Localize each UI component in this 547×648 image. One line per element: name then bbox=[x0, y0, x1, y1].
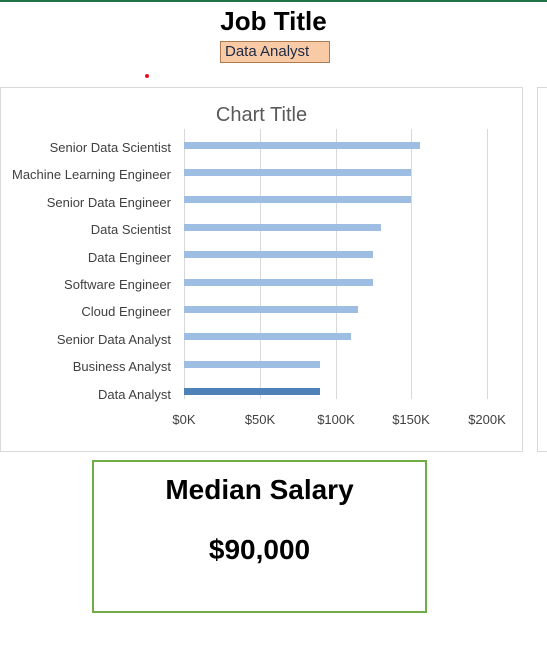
job-title-heading: Job Title bbox=[220, 6, 327, 36]
cell-marker-dot bbox=[145, 74, 149, 78]
y-category-label: Data Analyst bbox=[98, 387, 171, 402]
gridline bbox=[487, 129, 488, 399]
bar[interactable] bbox=[184, 279, 373, 286]
median-salary-label: Median Salary bbox=[165, 474, 354, 505]
bar[interactable] bbox=[184, 306, 358, 313]
median-salary-value: $90,000 bbox=[208, 534, 311, 565]
bar[interactable] bbox=[184, 196, 411, 203]
gridline bbox=[411, 129, 412, 399]
median-salary-card: Median Salary $90,000 bbox=[92, 460, 427, 613]
window-top-border bbox=[0, 0, 547, 2]
bar[interactable] bbox=[184, 251, 373, 258]
y-category-label: Senior Data Engineer bbox=[46, 195, 171, 210]
x-tick-label: $200K bbox=[468, 412, 506, 427]
adjacent-chart-edge bbox=[537, 87, 547, 452]
job-title-dropdown[interactable]: Data Analyst bbox=[220, 41, 330, 63]
bar[interactable] bbox=[184, 224, 381, 231]
y-category-label: Senior Data Analyst bbox=[56, 332, 171, 347]
gridline bbox=[184, 129, 185, 399]
gridline bbox=[336, 129, 337, 399]
bar[interactable] bbox=[184, 361, 320, 368]
y-category-label: Machine Learning Engineer bbox=[12, 167, 171, 182]
x-tick-label: $150K bbox=[392, 412, 430, 427]
y-category-label: Data Scientist bbox=[90, 222, 171, 237]
chart-title[interactable]: Chart Title bbox=[215, 104, 308, 126]
y-category-label: Data Engineer bbox=[87, 250, 171, 265]
bar[interactable] bbox=[184, 388, 320, 395]
x-tick-label: $50K bbox=[244, 412, 276, 427]
x-tick-label: $100K bbox=[317, 412, 355, 427]
y-category-label: Cloud Engineer bbox=[81, 304, 171, 319]
bar[interactable] bbox=[184, 333, 351, 340]
y-category-label: Senior Data Scientist bbox=[49, 140, 171, 155]
x-tick-label: $0K bbox=[172, 412, 196, 427]
gridline bbox=[260, 129, 261, 399]
y-category-label: Software Engineer bbox=[64, 277, 171, 292]
bar[interactable] bbox=[184, 142, 420, 149]
y-category-label: Business Analyst bbox=[72, 359, 171, 374]
bar[interactable] bbox=[184, 169, 411, 176]
